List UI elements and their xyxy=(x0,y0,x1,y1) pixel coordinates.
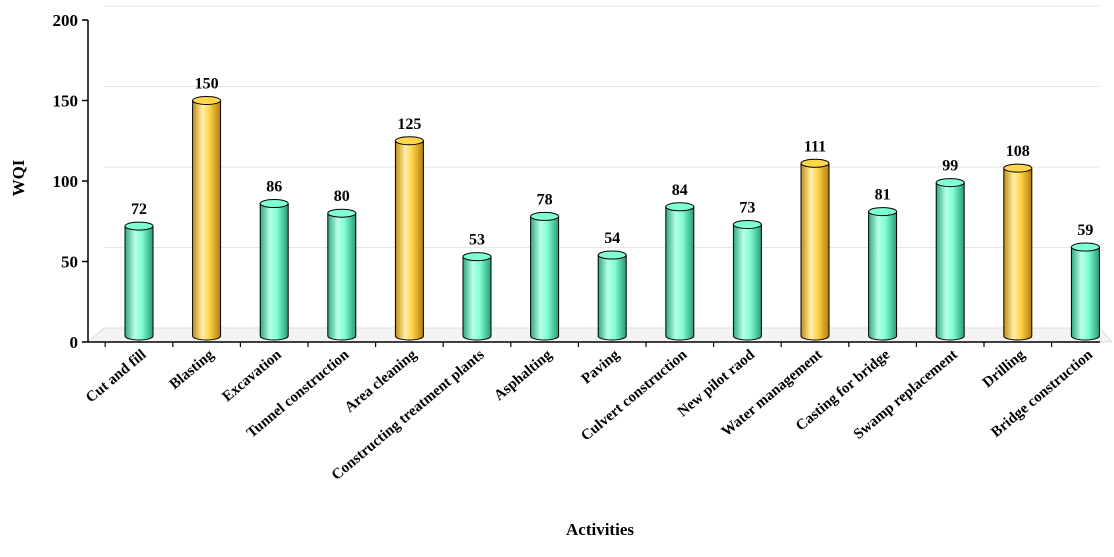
bar-top xyxy=(259,199,289,209)
bar xyxy=(192,96,222,341)
data-label: 54 xyxy=(604,230,620,247)
y-tick-label: 150 xyxy=(53,92,79,111)
data-label: 80 xyxy=(334,188,350,205)
y-axis-title: WQI xyxy=(9,159,28,196)
bar-top xyxy=(935,178,965,188)
bar xyxy=(597,250,627,341)
bar xyxy=(732,219,762,341)
bar xyxy=(1070,242,1100,341)
x-tick-label: Blasting xyxy=(167,346,218,392)
x-tick-label: Excavation xyxy=(220,346,286,405)
bar xyxy=(1003,163,1033,341)
data-label: 108 xyxy=(1006,143,1030,160)
x-tick-label: Cut and fill xyxy=(83,347,149,406)
bar xyxy=(800,158,830,341)
bar xyxy=(665,202,695,341)
bar-top xyxy=(327,208,357,218)
bar-top xyxy=(462,252,492,262)
data-label: 72 xyxy=(131,201,147,218)
bar-top xyxy=(597,250,627,260)
data-label: 86 xyxy=(266,179,282,196)
bar xyxy=(124,221,154,341)
bar xyxy=(868,207,898,341)
bar-top xyxy=(800,158,830,168)
y-tick-label: 50 xyxy=(61,253,78,272)
bar-body xyxy=(935,182,965,341)
x-tick-label: Asphalting xyxy=(491,346,555,404)
bar-top xyxy=(1003,163,1033,173)
bar-body xyxy=(462,256,492,341)
bar-body xyxy=(868,211,898,341)
data-label: 73 xyxy=(739,199,755,216)
y-tick-label: 0 xyxy=(70,333,79,352)
bar xyxy=(394,136,424,341)
bar-top xyxy=(732,219,762,229)
bar-body xyxy=(192,100,222,341)
bar-top xyxy=(1070,242,1100,252)
bar-body xyxy=(394,140,424,341)
bar-top xyxy=(665,202,695,212)
bar-top xyxy=(124,221,154,231)
data-label: 78 xyxy=(537,191,553,208)
x-axis-title: Activities xyxy=(566,520,634,539)
bar xyxy=(327,208,357,341)
bar-body xyxy=(124,225,154,341)
data-label: 81 xyxy=(875,187,891,204)
bar-top xyxy=(394,136,424,146)
bar xyxy=(530,211,560,341)
data-label: 125 xyxy=(397,116,421,133)
data-label: 84 xyxy=(672,182,688,199)
bar-body xyxy=(732,223,762,341)
x-tick-label: Drilling xyxy=(980,346,1029,391)
bar xyxy=(462,252,492,341)
bar-body xyxy=(259,203,289,341)
bars: 72 150 86 80 125 53 78 54 84 73 111 81 99 108 59 xyxy=(124,76,1100,341)
bar-body xyxy=(597,254,627,341)
data-label: 53 xyxy=(469,232,485,249)
data-label: 59 xyxy=(1077,222,1093,239)
bar-top xyxy=(868,207,898,217)
bar xyxy=(259,199,289,341)
bar-body xyxy=(665,206,695,341)
y-axis: 0 50 100 150 200 xyxy=(53,11,89,352)
bar-body xyxy=(800,162,830,341)
y-tick-label: 200 xyxy=(53,11,79,30)
bar-body xyxy=(327,212,357,341)
x-tick-label: Paving xyxy=(579,346,624,387)
data-label: 150 xyxy=(195,76,219,93)
y-tick-label: 100 xyxy=(53,172,79,191)
bar-body xyxy=(530,215,560,341)
data-label: 99 xyxy=(942,158,958,175)
bar-top xyxy=(530,211,560,221)
data-label: 111 xyxy=(804,138,826,155)
bar xyxy=(935,178,965,341)
bar-body xyxy=(1003,167,1033,341)
bar-body xyxy=(1070,246,1100,341)
bar-top xyxy=(192,96,222,105)
